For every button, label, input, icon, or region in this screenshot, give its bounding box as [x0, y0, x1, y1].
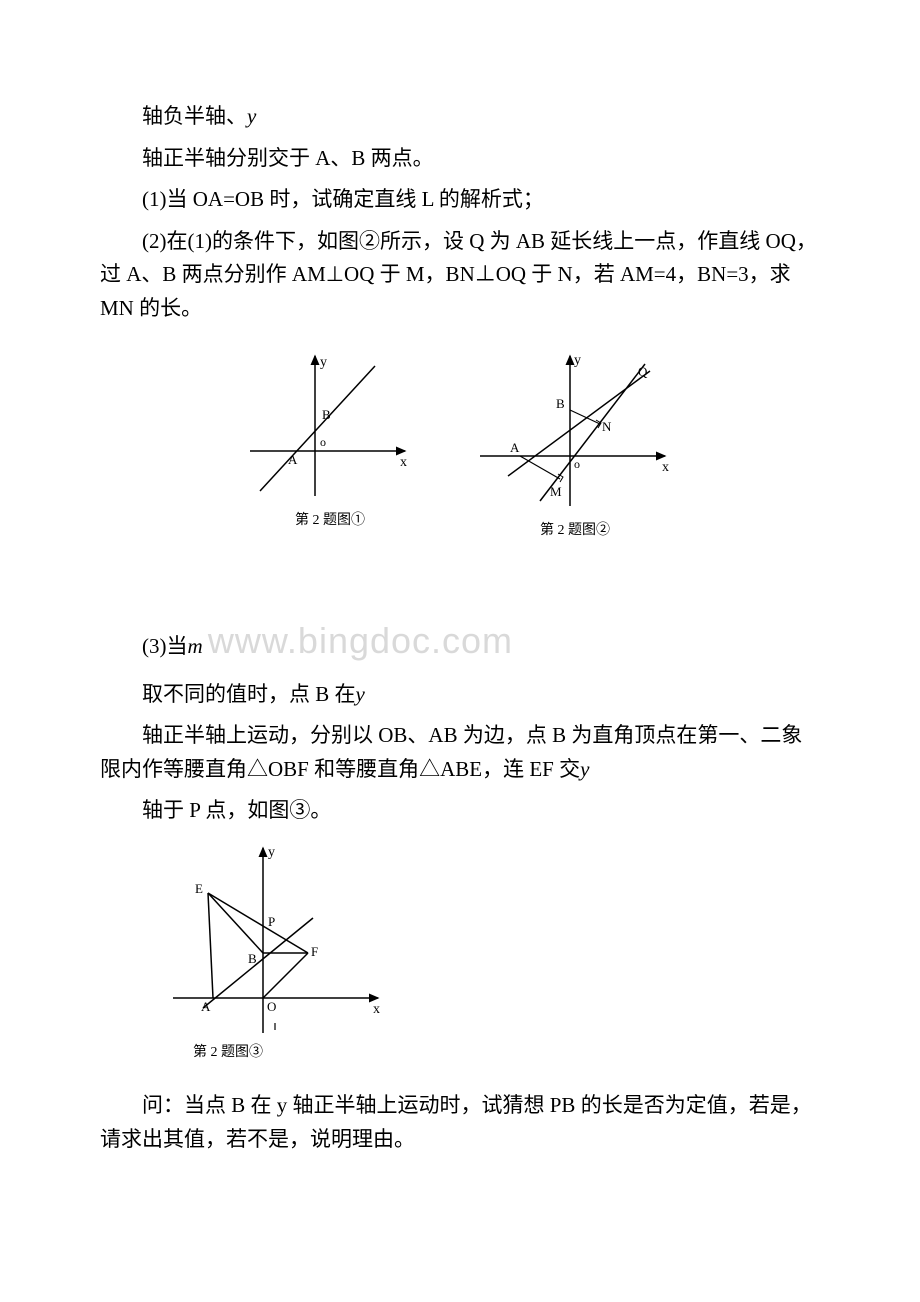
- svg-text:o: o: [574, 457, 580, 471]
- svg-text:F: F: [311, 944, 318, 959]
- q2-text: (2)在(1)的条件下，如图②所示，设 Q 为 AB 延长线上一点，作直线 OQ…: [100, 229, 817, 320]
- paragraph-p7: 轴正半轴上运动，分别以 OB、AB 为边，点 B 为直角顶点在第一、二象限内作等…: [100, 719, 820, 786]
- svg-text:B: B: [556, 396, 565, 411]
- svg-text:o: o: [320, 435, 326, 449]
- svg-text:x: x: [662, 460, 669, 475]
- var-y-2: y: [356, 682, 365, 706]
- svg-text:B: B: [322, 407, 331, 422]
- svg-text:Q: Q: [638, 364, 648, 379]
- q3-prefix: (3)当: [142, 634, 188, 658]
- paragraph-q2: (2)在(1)的条件下，如图②所示，设 Q 为 AB 延长线上一点，作直线 OQ…: [100, 225, 820, 326]
- p6-text: 取不同的值时，点 B 在: [142, 682, 356, 706]
- svg-text:A: A: [201, 999, 211, 1014]
- svg-text:y: y: [268, 845, 275, 860]
- figure-1-svg: y x o A B: [240, 346, 420, 506]
- svg-text:x: x: [400, 455, 407, 470]
- figure-1-block: y x o A B 第 2 题图①: [240, 346, 420, 542]
- p7-text: 轴正半轴上运动，分别以 OB、AB 为边，点 B 为直角顶点在第一、二象限内作等…: [100, 723, 802, 781]
- var-y-1: y: [247, 104, 256, 128]
- var-m: m: [188, 634, 203, 658]
- q1-text: (1)当 OA=OB 时，试确定直线 L 的解析式；: [142, 187, 544, 211]
- svg-text:y: y: [320, 355, 327, 370]
- paragraph-q1: (1)当 OA=OB 时，试确定直线 L 的解析式；: [100, 183, 820, 217]
- figure-row-1: y x o A B 第 2 题图①: [100, 346, 820, 542]
- paragraph-question: 问：当点 B 在 y 轴正半轴上运动时，试猜想 PB 的长是否为定值，若是，请求…: [100, 1089, 820, 1156]
- figure-2-svg: y x o A B Q N M: [470, 346, 680, 516]
- svg-text:x: x: [373, 1002, 380, 1017]
- figure-3-block: y x O A B E F P 第 2 题图③: [163, 838, 820, 1064]
- watermark-text: www.bingdoc.com: [208, 620, 513, 661]
- svg-text:A: A: [510, 440, 520, 455]
- paragraph-2: 轴正半轴分别交于 A、B 两点。: [100, 142, 820, 176]
- svg-text:N: N: [602, 419, 612, 434]
- svg-text:O: O: [267, 999, 276, 1014]
- svg-text:A: A: [288, 452, 298, 467]
- svg-text:y: y: [574, 353, 581, 368]
- figure-2-block: y x o A B Q N M 第 2 题图②: [470, 346, 680, 542]
- svg-text:M: M: [550, 484, 562, 499]
- paragraph-1: 轴负半轴、y: [100, 100, 820, 134]
- question-text: 问：当点 B 在 y 轴正半轴上运动时，试猜想 PB 的长是否为定值，若是，请求…: [100, 1093, 812, 1151]
- p8-text: 轴于 P 点，如图③。: [142, 798, 331, 822]
- paragraph-q3: (3)当m www.bingdoc.com: [100, 612, 820, 670]
- figure-1-caption: 第 2 题图①: [295, 510, 365, 532]
- svg-text:P: P: [268, 914, 275, 929]
- svg-text:E: E: [195, 881, 203, 896]
- text-axis-neg: 轴负半轴、: [142, 104, 247, 128]
- var-y-3: y: [580, 757, 589, 781]
- figure-2-caption: 第 2 题图②: [540, 520, 610, 542]
- paragraph-p6: 取不同的值时，点 B 在y: [100, 678, 820, 712]
- figure-3-caption: 第 2 题图③: [193, 1042, 820, 1064]
- paragraph-p8: 轴于 P 点，如图③。: [100, 794, 820, 828]
- figure-3-svg: y x O A B E F P: [163, 838, 393, 1038]
- text-axis-pos: 轴正半轴分别交于 A、B 两点。: [142, 146, 434, 170]
- svg-text:B: B: [248, 951, 257, 966]
